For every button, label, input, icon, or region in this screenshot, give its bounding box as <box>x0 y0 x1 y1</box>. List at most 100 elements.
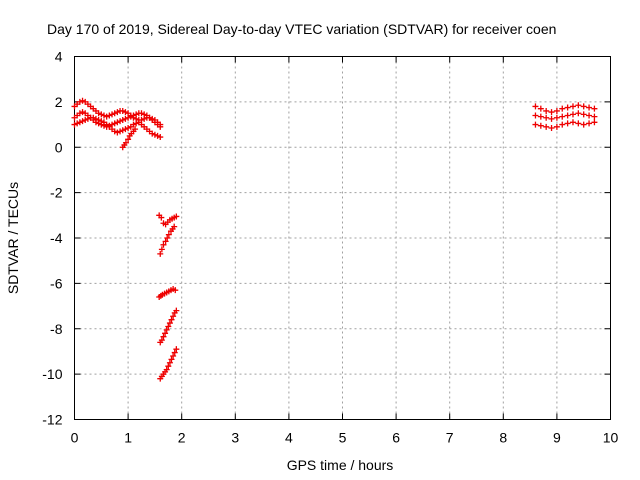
data-point <box>586 112 593 119</box>
data-point <box>154 132 161 139</box>
data-point <box>165 323 172 330</box>
data-point <box>117 118 124 125</box>
data-point <box>111 110 118 117</box>
y-tick-label: 0 <box>55 139 63 155</box>
data-point <box>548 109 555 116</box>
data-points <box>71 97 598 382</box>
data-point <box>122 139 129 146</box>
x-tick-label: 5 <box>339 430 347 446</box>
data-point <box>543 107 550 114</box>
data-point <box>71 121 78 128</box>
data-point <box>84 115 91 122</box>
series-band-lower-left <box>71 114 164 141</box>
data-point <box>532 103 539 110</box>
data-point <box>569 111 576 118</box>
data-point <box>543 114 550 121</box>
data-point <box>553 107 560 114</box>
y-tick-label: -6 <box>50 275 63 291</box>
x-axis-label: GPS time / hours <box>287 457 394 473</box>
y-tick-label: -4 <box>50 230 63 246</box>
data-point <box>100 112 107 119</box>
data-point <box>173 213 180 220</box>
data-point <box>559 121 566 128</box>
data-point <box>553 114 560 121</box>
data-point <box>162 330 169 337</box>
chart-title: Day 170 of 2019, Sidereal Day-to-day VTE… <box>47 21 556 37</box>
data-point <box>111 120 118 127</box>
data-point <box>168 356 175 363</box>
tick-layer: 0 1 2 3 4 5 6 7 8 9 10 4 2 0 -2 -4 -6 -8 -10 -12 <box>42 49 618 446</box>
data-point <box>537 113 544 120</box>
data-point <box>580 111 587 118</box>
data-point <box>163 366 170 373</box>
x-tick-label: 7 <box>446 430 454 446</box>
data-point <box>165 363 172 370</box>
data-point <box>133 111 140 118</box>
data-point <box>119 107 126 114</box>
data-point <box>172 287 179 294</box>
y-tick-label: -10 <box>42 366 62 382</box>
data-point <box>82 117 89 124</box>
data-point <box>79 118 86 125</box>
data-point <box>575 120 582 127</box>
data-point <box>164 235 171 241</box>
data-point <box>173 307 180 314</box>
data-point <box>122 109 129 116</box>
x-tick-label: 2 <box>178 430 186 446</box>
data-point <box>158 337 165 344</box>
data-point <box>127 113 134 120</box>
data-point <box>114 119 121 126</box>
data-point <box>163 326 170 333</box>
data-point <box>170 352 177 359</box>
data-point <box>160 333 167 340</box>
data-point <box>160 241 167 248</box>
data-point <box>559 113 566 120</box>
y-tick-label: -2 <box>50 185 63 201</box>
data-point <box>125 114 132 121</box>
data-point <box>580 103 587 110</box>
x-tick-label: 10 <box>603 430 619 446</box>
data-point <box>138 110 145 117</box>
data-point <box>575 102 582 109</box>
data-point <box>130 112 137 119</box>
y-tick-label: 4 <box>55 49 63 65</box>
data-point <box>92 115 99 122</box>
y-tick-label: -12 <box>42 412 62 428</box>
x-tick-label: 8 <box>499 430 507 446</box>
data-point <box>543 123 550 130</box>
data-point <box>564 120 571 127</box>
data-point <box>165 231 172 238</box>
data-point <box>569 119 576 126</box>
data-point <box>591 113 598 120</box>
data-point <box>532 112 539 119</box>
data-point <box>532 121 539 128</box>
series-band-lower-right <box>532 119 598 131</box>
data-point <box>141 111 148 118</box>
y-tick-label: 2 <box>55 94 63 110</box>
data-point <box>106 112 113 119</box>
series-arc-1 <box>156 212 180 228</box>
data-point <box>122 115 129 122</box>
x-tick-label: 0 <box>71 430 79 446</box>
data-point <box>76 98 83 105</box>
y-tick-label: -8 <box>50 321 63 337</box>
data-point <box>109 111 116 118</box>
data-point <box>171 223 178 230</box>
data-point <box>125 124 132 131</box>
data-point <box>166 320 173 327</box>
series-band-upper-right <box>532 102 598 116</box>
data-point <box>79 109 86 116</box>
series-arc-4 <box>157 307 180 346</box>
data-point <box>564 112 571 119</box>
x-tick-label: 1 <box>124 430 132 446</box>
data-point <box>548 115 555 122</box>
x-tick-label: 6 <box>392 430 400 446</box>
data-point <box>564 104 571 111</box>
data-point <box>76 119 83 126</box>
data-point <box>111 128 118 135</box>
x-tick-label: 4 <box>285 430 293 446</box>
data-point <box>103 113 110 120</box>
data-point <box>98 111 105 118</box>
